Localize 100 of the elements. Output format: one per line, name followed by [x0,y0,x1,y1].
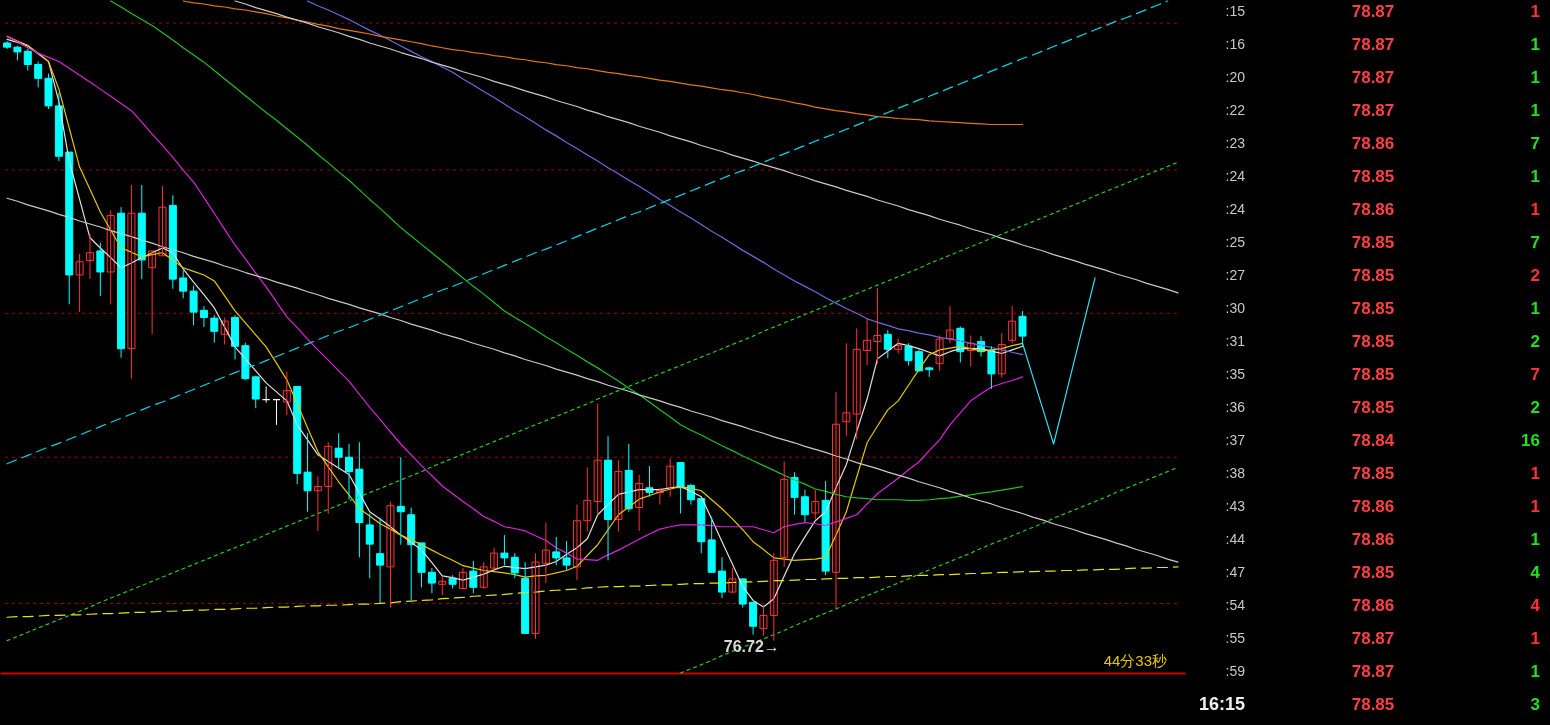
text: 78.85 [1351,464,1395,483]
text: 78.85 [1351,563,1395,582]
candlestick [96,242,105,297]
annotation: 76.72→ [723,637,780,655]
candlestick [34,61,43,88]
text: 4 [1530,596,1541,615]
text: 78.87 [1351,2,1395,21]
candlestick [179,269,188,299]
candlestick [790,471,799,516]
text: 78.87 [1351,662,1395,681]
candlestick [925,366,934,378]
text: :59 [1225,663,1246,679]
candlestick [44,73,53,110]
text: 78.84 [1351,431,1395,450]
text: 1 [1530,530,1540,549]
text: 7 [1530,233,1540,252]
text: 78.85 [1351,299,1395,318]
candlestick [562,540,571,571]
text: 78.85 [1351,233,1395,252]
candlestick [759,604,768,637]
text: 2 [1530,332,1540,351]
text: 1 [1530,35,1540,54]
candlestick [386,501,395,609]
text: :31 [1225,333,1246,349]
text: 1 [1530,662,1540,681]
text: :47 [1225,564,1246,580]
candlestick [728,567,737,594]
candlestick [531,552,540,640]
text: 78.87 [1351,68,1395,87]
text: 1 [1530,200,1540,219]
text: :24 [1225,201,1246,217]
text: 78.87 [1351,101,1395,120]
candlestick [676,462,685,515]
candlestick [821,480,830,576]
text: 78.87 [1351,35,1395,54]
text: :27 [1225,267,1246,283]
text: 78.85 [1351,398,1395,417]
text: :30 [1225,300,1246,316]
candlestick [158,185,167,257]
candlestick [189,285,198,326]
text: 78.85 [1351,695,1395,714]
candlestick [1018,310,1027,347]
text: :24 [1225,168,1246,184]
text: 78.85 [1351,167,1395,186]
text: :16 [1225,36,1246,52]
candlestick [904,342,913,366]
candlestick [842,342,851,437]
candlestick [127,184,136,380]
candlestick [75,253,84,313]
text: :35 [1225,366,1246,382]
text: 7 [1530,134,1540,153]
candlestick [987,345,996,390]
text: :54 [1225,597,1246,613]
text: 4 [1530,563,1541,582]
text: :43 [1225,498,1246,514]
candlestick [417,542,426,588]
candlestick [355,441,364,558]
text: :44 [1225,531,1246,547]
candlestick [500,534,509,566]
text: 1 [1530,101,1540,120]
text: 16:15 [1198,694,1245,714]
candlestick [614,459,623,533]
text: 44分33秒 [1103,652,1167,669]
candlestick [13,45,22,61]
text: 2 [1530,266,1540,285]
candlestick [365,513,374,579]
text: 78.85 [1351,365,1395,384]
text: 1 [1530,629,1540,648]
text: 78.85 [1351,332,1395,351]
text: :20 [1225,69,1246,85]
candlestick [438,576,447,596]
text: :22 [1225,102,1246,118]
text: 1 [1530,464,1540,483]
text: 3 [1530,695,1540,714]
text: 78.86 [1351,497,1395,516]
candlestick [935,335,944,372]
text: 78.87 [1351,629,1395,648]
candlestick [811,489,820,521]
text: 78.86 [1351,596,1395,615]
text: 1 [1530,2,1540,21]
candlestick [873,287,882,365]
text: 78.85 [1351,266,1395,285]
text: :36 [1225,399,1246,415]
candlestick [303,432,312,513]
text: :25 [1225,234,1246,250]
text: 2 [1530,398,1540,417]
text: :23 [1225,135,1246,151]
candlestick [552,536,561,566]
text: :15 [1225,3,1246,19]
text: 7 [1530,365,1540,384]
text: 1 [1530,299,1540,318]
candlestick [448,574,457,589]
text: :38 [1225,465,1246,481]
text: 1 [1530,68,1540,87]
candlestick [334,432,343,470]
text: 78.86 [1351,200,1395,219]
text: :55 [1225,630,1246,646]
text: :37 [1225,432,1246,448]
candlestick [251,375,260,409]
text: 1 [1530,497,1540,516]
